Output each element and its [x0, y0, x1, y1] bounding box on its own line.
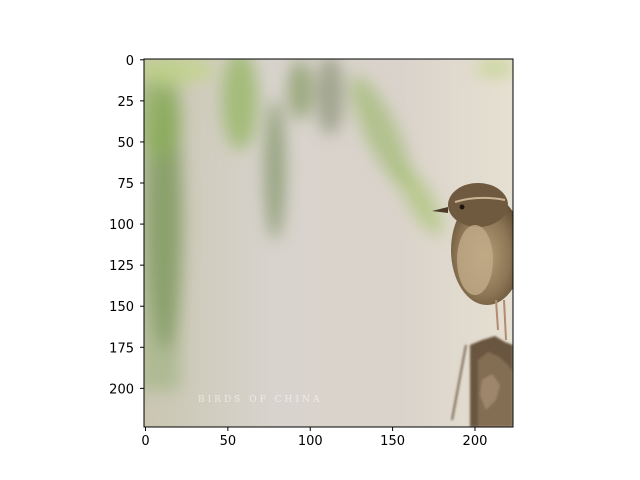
axes-frame [143, 58, 514, 428]
x-tick-label: 0 [141, 434, 149, 449]
photo-image: BIRDS OF CHINA [144, 59, 513, 427]
y-axis: 0 25 50 75 100 125 150 175 200 [109, 54, 144, 397]
y-tick-label: 75 [117, 177, 134, 192]
x-axis: 0 50 100 150 200 [141, 427, 487, 449]
y-tick-label: 50 [117, 136, 134, 151]
x-tick-label: 200 [463, 434, 488, 449]
y-tick-label: 175 [109, 341, 134, 356]
x-tick-label: 100 [298, 434, 323, 449]
bird [432, 183, 513, 341]
y-tick-label: 200 [109, 382, 134, 397]
y-tick-label: 25 [117, 95, 134, 110]
x-tick-label: 150 [380, 434, 405, 449]
y-tick-label: 150 [109, 300, 134, 315]
watermark-text: BIRDS OF CHINA [198, 395, 322, 405]
x-tick-label: 50 [220, 434, 237, 449]
y-tick-label: 0 [126, 54, 134, 69]
y-tick-label: 100 [109, 218, 134, 233]
y-tick-label: 125 [109, 259, 134, 274]
